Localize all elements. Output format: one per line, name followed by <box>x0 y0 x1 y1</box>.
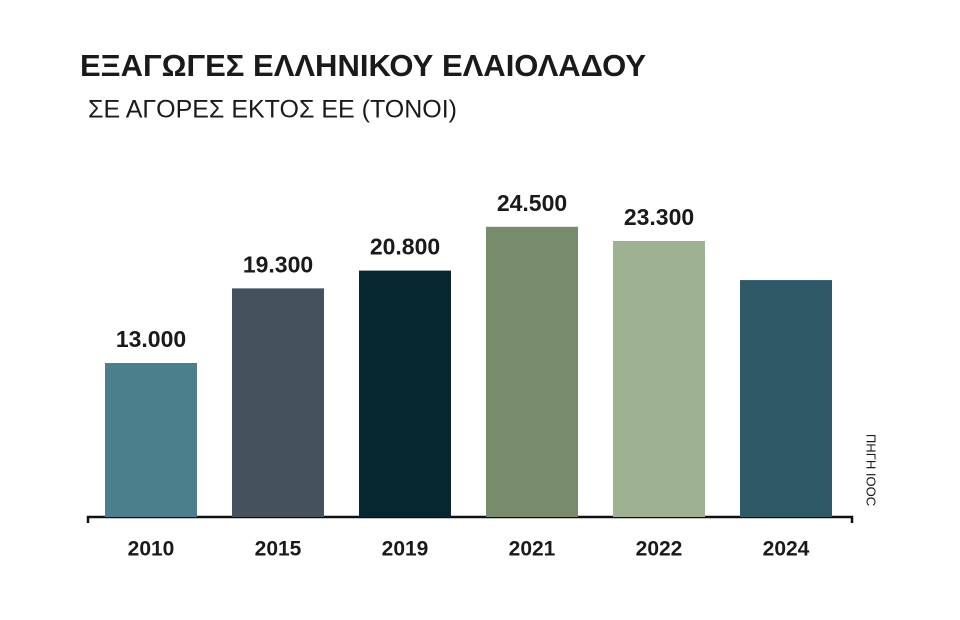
bar <box>105 363 197 517</box>
chart-subtitle: ΣΕ ΑΓΟΡΕΣ ΕΚΤΟΣ ΕΕ (ΤΟΝΟΙ) <box>88 96 457 124</box>
x-tick-label: 2015 <box>255 538 302 561</box>
bar <box>359 270 451 517</box>
value-label: 20.800 <box>370 234 440 260</box>
bar <box>486 226 578 517</box>
bar <box>740 280 832 517</box>
source-note: ΠΗΓΗ IOOC <box>864 434 879 506</box>
chart-title: ΕΞΑΓΩΓΕΣ ΕΛΛΗΝΙΚΟΥ ΕΛΑΙΟΛΑΔΟΥ <box>80 48 646 83</box>
x-tick-label: 2010 <box>128 538 175 561</box>
x-axis <box>86 515 854 523</box>
x-tick-label: 2022 <box>636 538 683 561</box>
x-tick-label: 2024 <box>763 538 810 561</box>
value-label: 23.300 <box>624 204 694 230</box>
x-tick-label: 2019 <box>382 538 429 561</box>
value-label: 19.300 <box>243 251 313 277</box>
bar <box>613 240 705 517</box>
value-label: 24.500 <box>497 190 567 216</box>
bar <box>232 288 324 517</box>
value-label: 13.000 <box>116 326 186 352</box>
x-tick-label: 2021 <box>509 538 556 561</box>
